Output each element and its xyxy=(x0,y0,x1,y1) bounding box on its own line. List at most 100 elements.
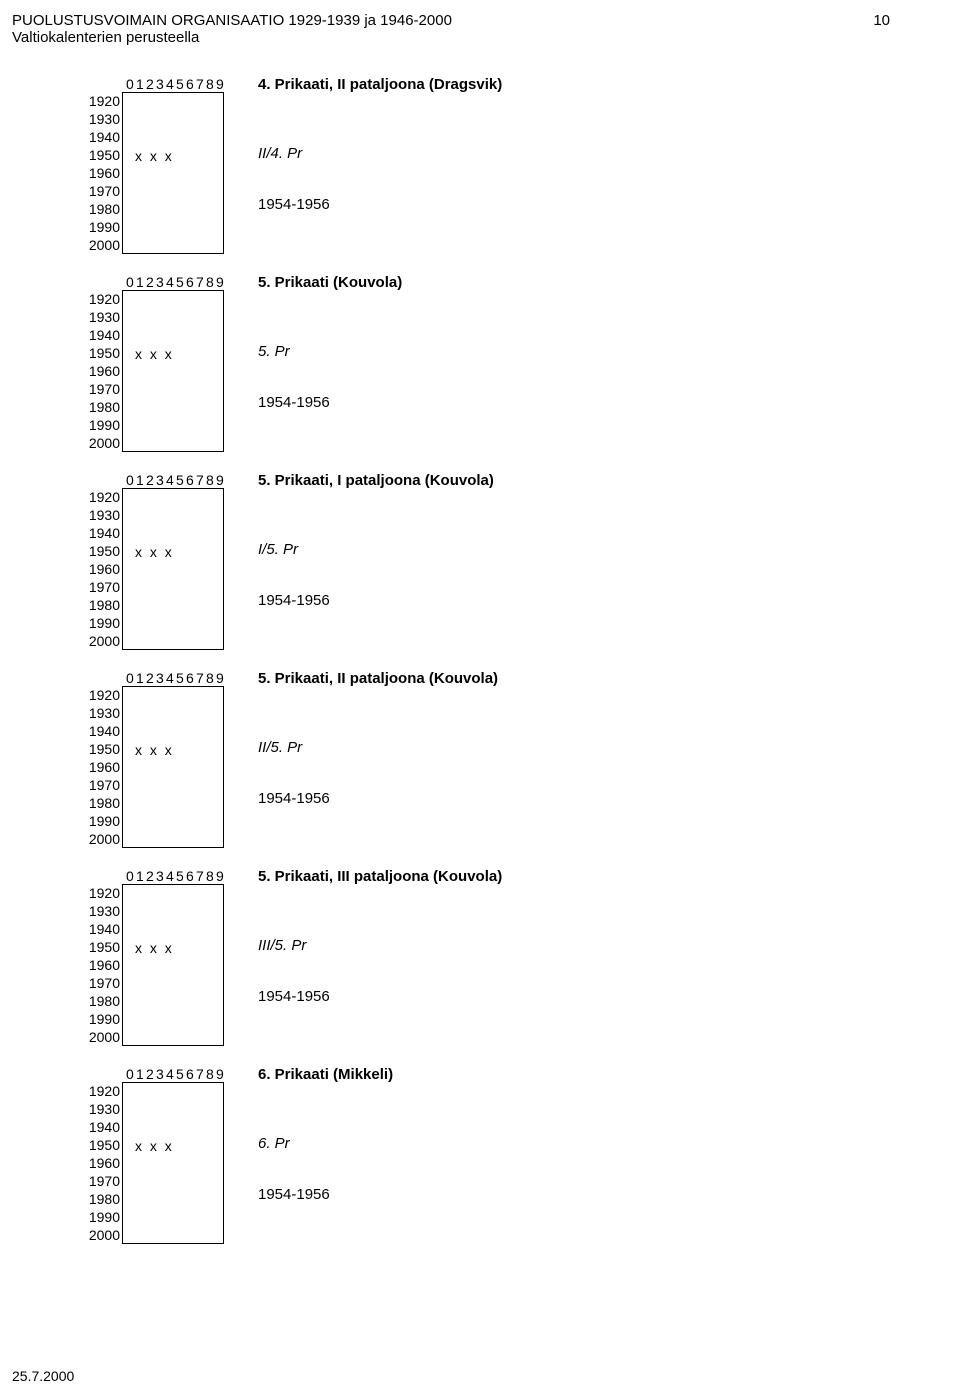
year-label: 1930 xyxy=(82,704,122,722)
digit: 6 xyxy=(186,868,196,884)
digit: 0 xyxy=(126,472,136,488)
chart-grid: x x x xyxy=(122,686,224,848)
chart-block: 0 1 2 3 4 5 6 7 8 9 1920 1930 1940 1950 … xyxy=(82,670,920,848)
year-label: 1930 xyxy=(82,110,122,128)
year-label: 1970 xyxy=(82,776,122,794)
year-label: 1970 xyxy=(82,380,122,398)
header-left: PUOLUSTUSVOIMAIN ORGANISAATIO 1929-1939 … xyxy=(12,12,452,46)
year-label: 2000 xyxy=(82,830,122,848)
years-column: 1920 1930 1940 1950 1960 1970 1980 1990 … xyxy=(82,1082,122,1244)
page-title-line1: PUOLUSTUSVOIMAIN ORGANISAATIO 1929-1939 … xyxy=(12,12,452,29)
block-years: 1954-1956 xyxy=(258,988,650,1005)
year-label: 1940 xyxy=(82,722,122,740)
digit: 5 xyxy=(176,472,186,488)
chart-column: 0 1 2 3 4 5 6 7 8 9 1920 1930 1940 1950 … xyxy=(82,868,250,1046)
year-label: 1950 xyxy=(82,344,122,362)
block-abbr: 5. Pr xyxy=(258,343,650,360)
year-label: 2000 xyxy=(82,632,122,650)
year-label: 1990 xyxy=(82,812,122,830)
year-label: 1920 xyxy=(82,92,122,110)
digit: 1 xyxy=(136,472,146,488)
block-title: 5. Prikaati, II pataljoona (Kouvola) xyxy=(258,670,650,687)
years-column: 1920 1930 1940 1950 1960 1970 1980 1990 … xyxy=(82,686,122,848)
year-label: 1960 xyxy=(82,560,122,578)
years-column: 1920 1930 1940 1950 1960 1970 1980 1990 … xyxy=(82,488,122,650)
years-column: 1920 1930 1940 1950 1960 1970 1980 1990 … xyxy=(82,884,122,1046)
chart-block: 0 1 2 3 4 5 6 7 8 9 1920 1930 1940 1950 … xyxy=(82,274,920,452)
year-label: 1930 xyxy=(82,1100,122,1118)
block-title: 4. Prikaati, II pataljoona (Dragsvik) xyxy=(258,76,650,93)
digit: 7 xyxy=(196,274,206,290)
chart-body: 1920 1930 1940 1950 1960 1970 1980 1990 … xyxy=(82,686,250,848)
chart-body: 1920 1930 1940 1950 1960 1970 1980 1990 … xyxy=(82,488,250,650)
digit: 1 xyxy=(136,76,146,92)
digit: 4 xyxy=(166,76,176,92)
chart-column: 0 1 2 3 4 5 6 7 8 9 1920 1930 1940 1950 … xyxy=(82,472,250,650)
year-label: 1990 xyxy=(82,614,122,632)
block-abbr: III/5. Pr xyxy=(258,937,650,954)
block-years: 1954-1956 xyxy=(258,592,650,609)
chart-column: 0 1 2 3 4 5 6 7 8 9 1920 1930 1940 1950 … xyxy=(82,76,250,254)
year-label: 1920 xyxy=(82,686,122,704)
block-years: 1954-1956 xyxy=(258,790,650,807)
year-label: 1950 xyxy=(82,938,122,956)
year-label: 1920 xyxy=(82,488,122,506)
digit: 1 xyxy=(136,1066,146,1082)
chart-grid: x x x xyxy=(122,488,224,650)
digit: 6 xyxy=(186,1066,196,1082)
digit: 5 xyxy=(176,274,186,290)
year-label: 1930 xyxy=(82,902,122,920)
digit: 5 xyxy=(176,670,186,686)
footer-date: 25.7.2000 xyxy=(12,1368,74,1384)
chart-grid: x x x xyxy=(122,1082,224,1244)
digit: 9 xyxy=(216,1066,226,1082)
digit: 5 xyxy=(176,1066,186,1082)
data-marker: x x x xyxy=(135,346,174,362)
year-label: 1990 xyxy=(82,1010,122,1028)
block-abbr: II/4. Pr xyxy=(258,145,650,162)
year-label: 1980 xyxy=(82,596,122,614)
year-label: 1990 xyxy=(82,1208,122,1226)
digit: 7 xyxy=(196,1066,206,1082)
block-years: 1954-1956 xyxy=(258,196,650,213)
block-title: 5. Prikaati (Kouvola) xyxy=(258,274,650,291)
chart-body: 1920 1930 1940 1950 1960 1970 1980 1990 … xyxy=(82,884,250,1046)
digit: 2 xyxy=(146,1066,156,1082)
digit: 1 xyxy=(136,274,146,290)
page-title-line2: Valtiokalenterien perusteella xyxy=(12,29,452,46)
year-label: 1980 xyxy=(82,200,122,218)
column-digits: 0 1 2 3 4 5 6 7 8 9 xyxy=(82,1066,250,1082)
digit: 2 xyxy=(146,472,156,488)
label-column: 5. Prikaati, III pataljoona (Kouvola) II… xyxy=(250,868,650,1005)
digit: 3 xyxy=(156,76,166,92)
digit: 6 xyxy=(186,76,196,92)
block-title: 6. Prikaati (Mikkeli) xyxy=(258,1066,650,1083)
digit: 9 xyxy=(216,76,226,92)
year-label: 2000 xyxy=(82,434,122,452)
digit: 8 xyxy=(206,472,216,488)
year-label: 1970 xyxy=(82,182,122,200)
data-marker: x x x xyxy=(135,148,174,164)
digit: 9 xyxy=(216,274,226,290)
digit: 8 xyxy=(206,76,216,92)
digit: 5 xyxy=(176,76,186,92)
digit: 3 xyxy=(156,1066,166,1082)
data-marker: x x x xyxy=(135,742,174,758)
digit: 5 xyxy=(176,868,186,884)
block-title: 5. Prikaati, III pataljoona (Kouvola) xyxy=(258,868,650,885)
year-label: 1940 xyxy=(82,920,122,938)
digit: 7 xyxy=(196,868,206,884)
label-column: 5. Prikaati (Kouvola) 5. Pr 1954-1956 xyxy=(250,274,650,411)
year-label: 1960 xyxy=(82,956,122,974)
block-years: 1954-1956 xyxy=(258,1186,650,1203)
label-column: 5. Prikaati, I pataljoona (Kouvola) I/5.… xyxy=(250,472,650,609)
year-label: 1940 xyxy=(82,1118,122,1136)
year-label: 1950 xyxy=(82,542,122,560)
chart-grid: x x x xyxy=(122,884,224,1046)
year-label: 2000 xyxy=(82,236,122,254)
column-digits: 0 1 2 3 4 5 6 7 8 9 xyxy=(82,76,250,92)
chart-body: 1920 1930 1940 1950 1960 1970 1980 1990 … xyxy=(82,290,250,452)
digit: 6 xyxy=(186,670,196,686)
label-column: 4. Prikaati, II pataljoona (Dragsvik) II… xyxy=(250,76,650,213)
year-label: 1960 xyxy=(82,362,122,380)
